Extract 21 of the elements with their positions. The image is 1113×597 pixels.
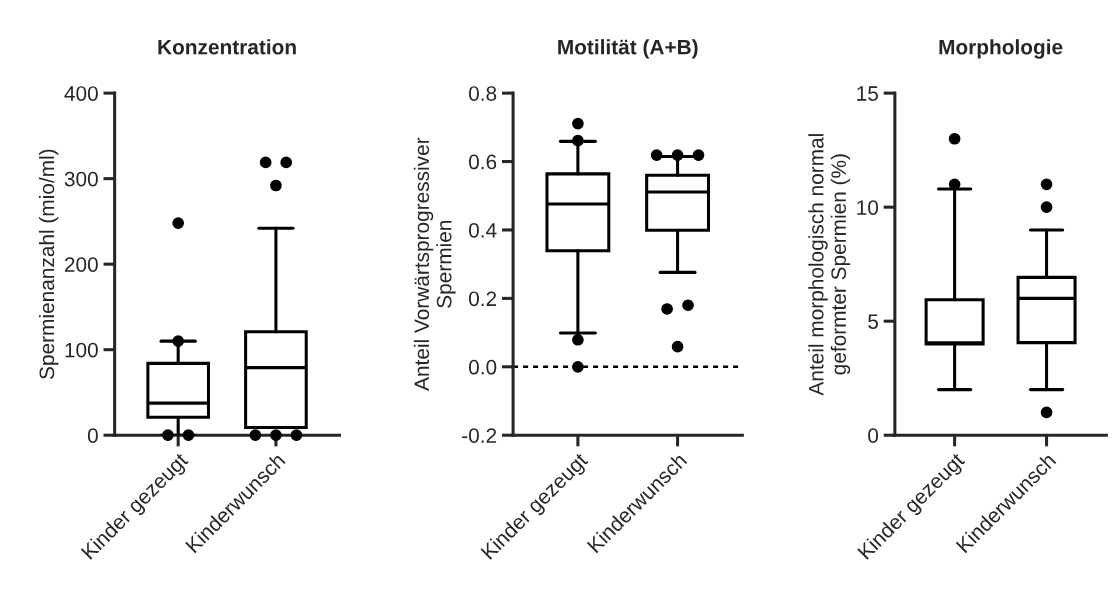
y-tick-label: 0.8 (468, 86, 497, 101)
y-axis-title: Anteil Vorwärtsprogressiver Spermien (413, 137, 456, 391)
y-axis-title: Anteil morphologisch normal geformter Spermien (%) (808, 134, 851, 396)
y-axis-title: Spermienanzahl (mio/ml) (38, 149, 59, 379)
chart-title: Morphologie (939, 39, 1063, 59)
y-tick-label: -0.2 (462, 428, 497, 443)
y-tick-label: 100 (65, 342, 98, 358)
y-tick-label: 15 (857, 86, 879, 101)
y-tick-label: 200 (64, 257, 98, 272)
y-tick-label: 0 (868, 428, 879, 443)
y-tick-label: 10 (857, 200, 879, 215)
chart-title: Konzentration (158, 39, 296, 55)
y-tick-label: 0.2 (468, 291, 497, 307)
y-tick-label: 0.0 (468, 359, 497, 375)
y-tick-label: 5 (868, 314, 879, 329)
y-tick-label: 0 (87, 428, 98, 443)
y-tick-label: 0.4 (468, 222, 497, 238)
y-tick-label: 400 (64, 86, 98, 101)
chart-title: Motilität (A+B) (558, 39, 698, 59)
y-tick-label: 300 (64, 171, 98, 187)
y-tick-label: 0.6 (468, 154, 497, 170)
